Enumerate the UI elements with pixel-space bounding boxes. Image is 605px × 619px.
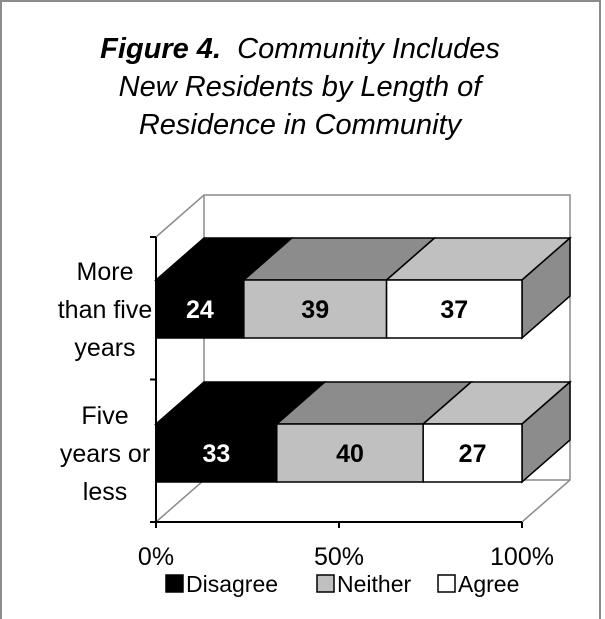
title-line-3: Residence in Community	[138, 109, 462, 141]
category-label: years	[74, 334, 135, 362]
category-label: than five	[58, 296, 153, 324]
legend-swatch	[165, 574, 184, 593]
title-line-1: Community Includes	[237, 33, 500, 65]
bar-segment	[422, 423, 523, 483]
category-label: Five	[81, 402, 128, 430]
data-label: 39	[301, 296, 329, 324]
legend-swatch	[316, 574, 335, 593]
bar-segment	[155, 423, 278, 483]
legend-label: Agree	[458, 571, 519, 597]
x-tick-label: 50%	[314, 543, 364, 571]
figure-label: Figure 4.	[100, 33, 221, 65]
bar-segment	[243, 279, 388, 339]
bar-segment	[385, 279, 523, 339]
legend-label: Disagree	[186, 571, 278, 597]
data-label: 40	[336, 440, 364, 468]
x-tick-label: 100%	[490, 543, 554, 571]
x-tick-label: 0%	[138, 543, 174, 571]
bar-segment	[155, 279, 245, 339]
legend-label: Neither	[337, 571, 411, 597]
data-label: 37	[440, 296, 468, 324]
data-label: 24	[186, 296, 214, 324]
legend-swatch	[437, 574, 456, 593]
floor-left-edge	[155, 479, 205, 523]
data-label: 27	[459, 440, 487, 468]
title-line-2: New Residents by Length of	[118, 71, 482, 103]
data-label: 33	[202, 440, 230, 468]
category-label: less	[83, 478, 127, 506]
category-label: More	[77, 258, 134, 286]
chart-title: Figure 4. Community Includes New Residen…	[40, 30, 560, 144]
back-wall	[155, 194, 571, 523]
category-label: years or	[60, 440, 150, 468]
